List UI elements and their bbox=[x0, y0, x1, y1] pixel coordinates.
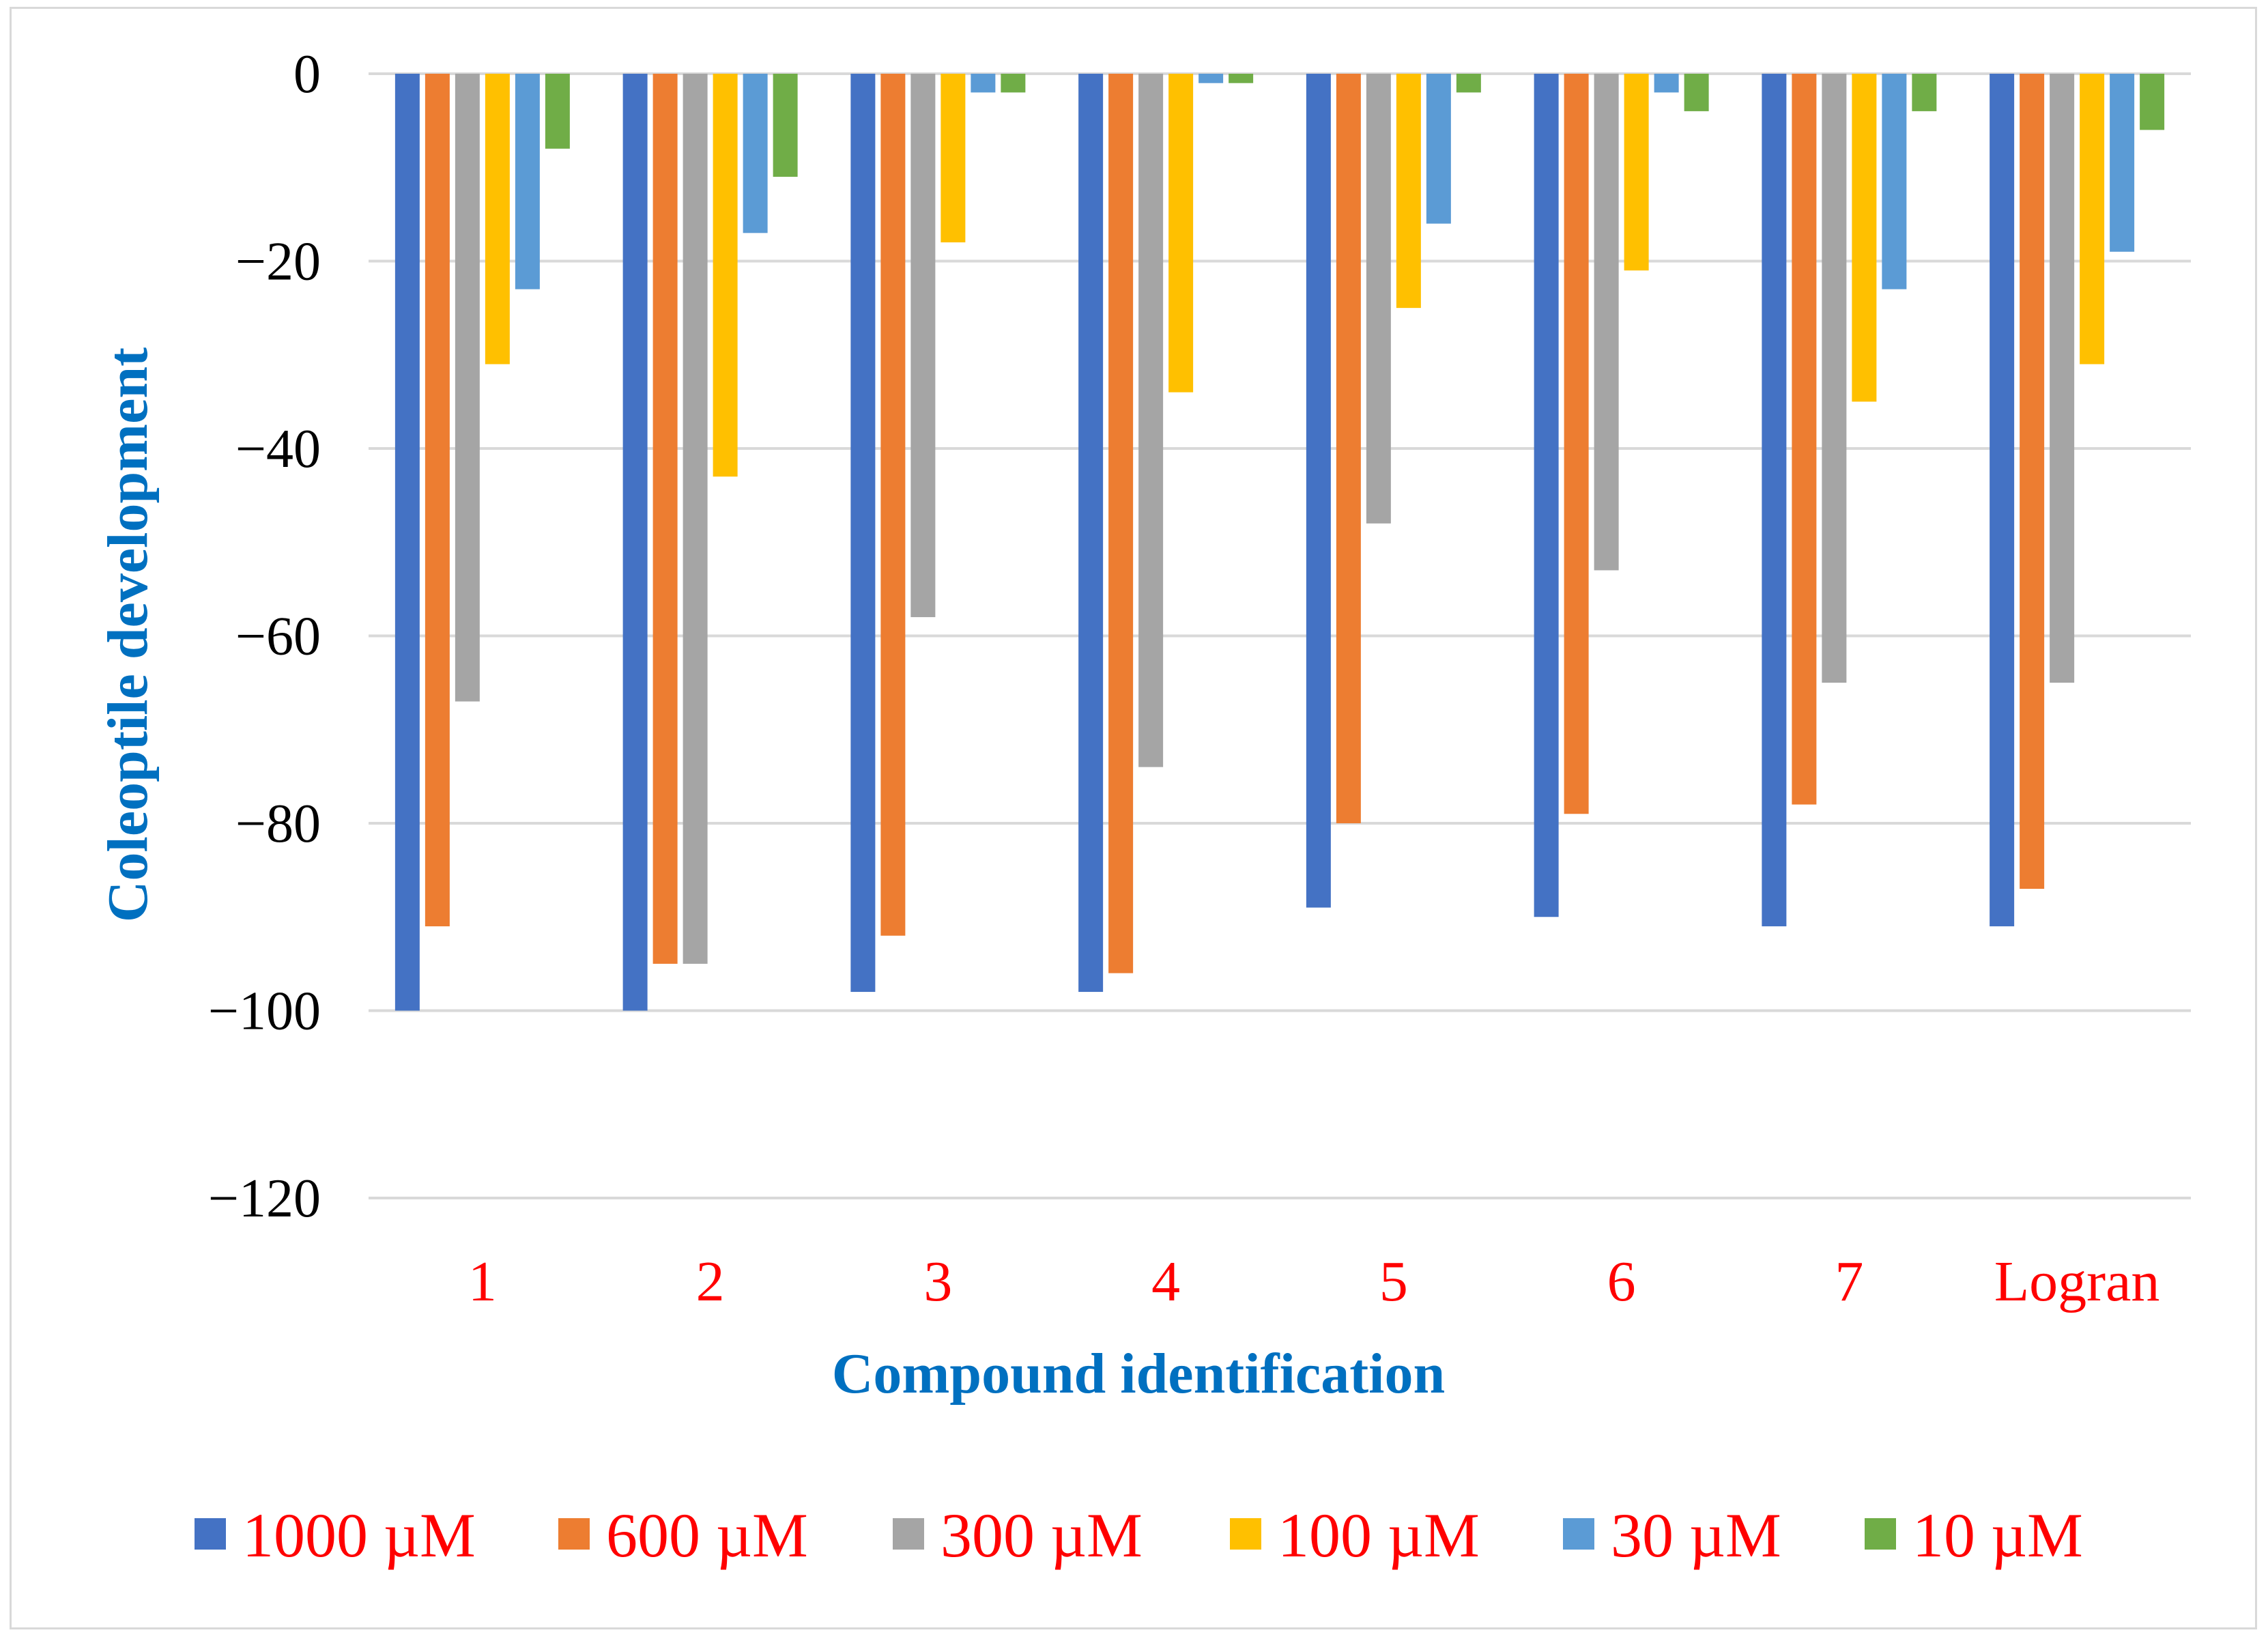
bar bbox=[1306, 74, 1331, 908]
legend: 1000 µM 600 µM 300 µM 100 µM 30 µM 10 µM bbox=[195, 1500, 2083, 1570]
bar bbox=[455, 74, 480, 702]
x-category-label: Logran bbox=[1994, 1250, 2160, 1313]
y-tick-label: 0 bbox=[293, 44, 321, 104]
bar bbox=[1822, 74, 1847, 683]
bar bbox=[1564, 74, 1589, 814]
legend-swatch bbox=[195, 1518, 226, 1550]
y-tick-labels: 0 −20 −40 −60 −80 −100 −120 bbox=[208, 44, 321, 1229]
legend-label: 1000 µM bbox=[242, 1500, 476, 1570]
bar bbox=[1336, 74, 1361, 823]
bar bbox=[1762, 74, 1787, 926]
bar bbox=[1456, 74, 1481, 93]
bar bbox=[1624, 74, 1649, 271]
x-category-label: 2 bbox=[696, 1250, 725, 1313]
bar bbox=[1852, 74, 1877, 402]
bar bbox=[1912, 74, 1937, 111]
bar bbox=[515, 74, 540, 289]
x-axis-title: Compound identification bbox=[832, 1342, 1446, 1406]
bar bbox=[2020, 74, 2045, 889]
y-tick-label: −20 bbox=[235, 232, 321, 292]
bar bbox=[1684, 74, 1709, 111]
legend-swatch bbox=[558, 1518, 590, 1550]
y-axis-title: Coleoptile development bbox=[96, 347, 160, 922]
y-tick-label: −100 bbox=[208, 982, 321, 1042]
bars bbox=[394, 74, 2165, 1011]
x-category-label: 1 bbox=[468, 1250, 497, 1313]
legend-swatch bbox=[1865, 1518, 1896, 1550]
y-tick-label: −40 bbox=[235, 419, 321, 479]
bar bbox=[1990, 74, 2015, 926]
legend-item: 10 µM bbox=[1865, 1500, 2083, 1570]
bar bbox=[394, 74, 420, 1011]
bar bbox=[1792, 74, 1817, 805]
x-category-label: 4 bbox=[1151, 1250, 1180, 1313]
legend-item: 30 µM bbox=[1563, 1500, 1781, 1570]
legend-label: 600 µM bbox=[606, 1500, 808, 1570]
bar bbox=[850, 74, 876, 993]
legend-item: 1000 µM bbox=[195, 1500, 476, 1570]
bar bbox=[1882, 74, 1907, 289]
bar bbox=[1229, 74, 1254, 83]
bar bbox=[713, 74, 738, 477]
bar bbox=[2080, 74, 2105, 365]
bar bbox=[652, 74, 678, 964]
bar bbox=[1198, 74, 1224, 83]
legend-swatch bbox=[1230, 1518, 1261, 1550]
bar bbox=[425, 74, 450, 926]
bar bbox=[683, 74, 708, 964]
bar bbox=[941, 74, 966, 243]
bar bbox=[1426, 74, 1451, 224]
bar bbox=[1168, 74, 1194, 393]
bar bbox=[743, 74, 768, 233]
bar bbox=[1396, 74, 1421, 309]
legend-item: 600 µM bbox=[558, 1500, 808, 1570]
bar bbox=[2110, 74, 2135, 252]
legend-label: 300 µM bbox=[941, 1500, 1143, 1570]
bar bbox=[1138, 74, 1164, 767]
bar bbox=[1594, 74, 1619, 571]
y-tick-label: −60 bbox=[235, 607, 321, 667]
bar bbox=[545, 74, 570, 149]
x-category-labels: 1 2 3 4 5 6 7 Logran bbox=[468, 1250, 2160, 1313]
bar bbox=[622, 74, 648, 1011]
bar bbox=[910, 74, 936, 618]
bar bbox=[1078, 74, 1104, 993]
x-category-label: 5 bbox=[1379, 1250, 1408, 1313]
bar bbox=[1654, 74, 1679, 93]
bar bbox=[880, 74, 906, 936]
bar bbox=[971, 74, 996, 93]
legend-label: 30 µM bbox=[1611, 1500, 1781, 1570]
legend-swatch bbox=[1563, 1518, 1594, 1550]
legend-label: 10 µM bbox=[1912, 1500, 2083, 1570]
legend-label: 100 µM bbox=[1278, 1500, 1480, 1570]
bar bbox=[1001, 74, 1026, 93]
x-category-label: 7 bbox=[1835, 1250, 1863, 1313]
bar bbox=[1108, 74, 1134, 973]
legend-item: 100 µM bbox=[1230, 1500, 1480, 1570]
bar bbox=[773, 74, 798, 177]
x-category-label: 6 bbox=[1607, 1250, 1636, 1313]
x-category-label: 3 bbox=[923, 1250, 952, 1313]
bar bbox=[2140, 74, 2165, 130]
legend-item: 300 µM bbox=[893, 1500, 1143, 1570]
y-tick-label: −120 bbox=[208, 1169, 321, 1229]
bar bbox=[2050, 74, 2075, 683]
bar bbox=[1366, 74, 1391, 524]
bar bbox=[1534, 74, 1559, 917]
legend-swatch bbox=[893, 1518, 924, 1550]
y-tick-label: −80 bbox=[235, 794, 321, 854]
bar bbox=[485, 74, 510, 365]
